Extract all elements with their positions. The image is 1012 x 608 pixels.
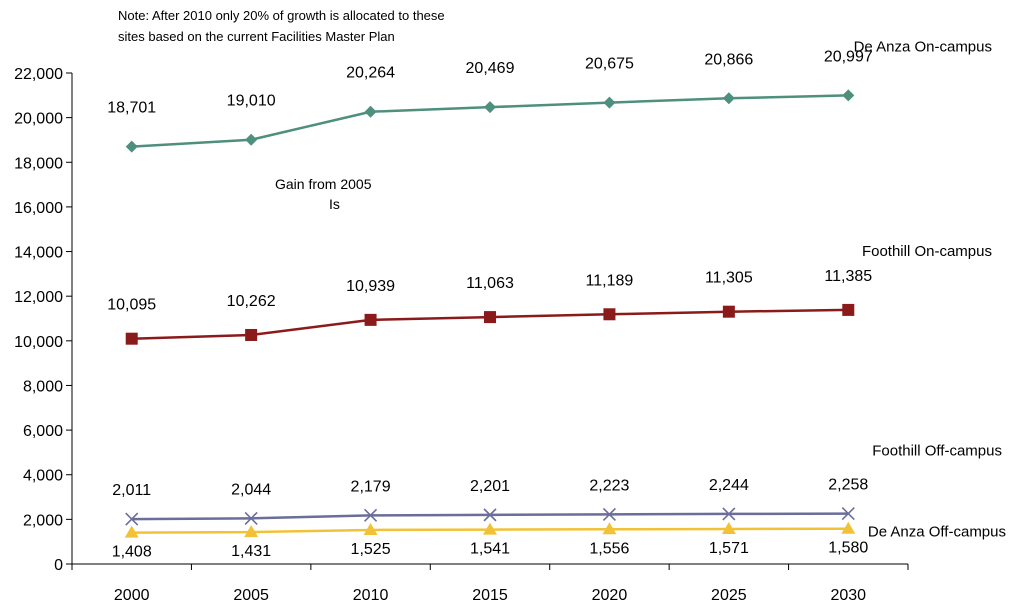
- data-point-diamond: [603, 96, 616, 109]
- y-tick-label: 8,000: [23, 378, 63, 395]
- data-point-x: [364, 508, 378, 522]
- series-names: De Anza On-campus Foothill On-campus Footh…: [854, 38, 1006, 540]
- data-point-diamond: [484, 101, 496, 114]
- y-tick-label: 4,000: [23, 468, 63, 485]
- data-point-x: [722, 507, 736, 521]
- y-tick-label: 16,000: [14, 200, 63, 217]
- data-point-x: [841, 507, 855, 521]
- data-label: 2,044: [231, 481, 271, 498]
- data-label: 2,223: [589, 477, 629, 494]
- y-tick-label: 6,000: [23, 423, 63, 440]
- chart-note-line-2: sites based on the current Facilities Ma…: [118, 29, 395, 44]
- data-point-triangle: [602, 522, 617, 535]
- x-ticks: 2000 2005 2010 2015 2020 2025 2030: [71, 564, 909, 604]
- x-tick-label: 2025: [711, 587, 747, 604]
- y-tick-label: 22,000: [14, 66, 63, 83]
- chart-note-line-1: Note: After 2010 only 20% of growth is a…: [118, 8, 445, 23]
- data-point-square: [722, 305, 735, 318]
- y-tick-label: 18,000: [14, 155, 63, 172]
- x-tick-label: 2005: [233, 587, 269, 604]
- data-point-triangle: [363, 522, 378, 535]
- data-label: 10,939: [346, 278, 395, 295]
- data-label: 20,264: [346, 65, 395, 82]
- data-point-square: [842, 303, 855, 316]
- x-tick-label: 2020: [592, 587, 628, 604]
- series-name-label: Foothill Off-campus: [872, 443, 1002, 460]
- y-tick-label: 14,000: [14, 245, 63, 262]
- data-point-square: [364, 313, 377, 326]
- data-point-x: [602, 507, 616, 521]
- data-point-triangle: [721, 521, 736, 534]
- data-label: 11,385: [824, 268, 872, 285]
- data-label: 2,179: [351, 478, 391, 495]
- data-point-square: [245, 328, 258, 341]
- data-label: 1,431: [231, 543, 271, 560]
- data-label: 1,556: [589, 540, 629, 557]
- data-point-square: [484, 311, 496, 324]
- data-label: 2,011: [112, 482, 151, 499]
- data-point-x: [244, 511, 258, 525]
- data-point-x: [483, 508, 497, 522]
- data-label: 1,580: [828, 540, 868, 557]
- data-label: 11,063: [466, 275, 514, 292]
- data-label: 20,866: [704, 51, 753, 68]
- data-label: 1,525: [351, 541, 391, 558]
- data-label: 1,408: [112, 544, 152, 561]
- data-point-square: [603, 308, 616, 321]
- data-label: 10,095: [107, 297, 156, 314]
- y-tick-label: 2,000: [23, 512, 63, 529]
- data-point-diamond: [842, 89, 855, 102]
- data-label: 1,541: [470, 541, 510, 558]
- data-point-square: [125, 332, 138, 345]
- annotation-line-2: Is: [329, 196, 340, 212]
- data-point-triangle: [244, 525, 259, 538]
- series-name-label: De Anza Off-campus: [868, 524, 1006, 541]
- data-label: 10,262: [227, 293, 276, 310]
- data-label: 20,997: [824, 48, 873, 65]
- data-label: 2,258: [828, 477, 868, 494]
- data-point-diamond: [245, 133, 258, 146]
- data-labels: 18,701 19,010 20,264 20,469 20,675 20,866 20,9…: [107, 48, 873, 560]
- data-point-diamond: [125, 140, 138, 153]
- y-tick-label: 10,000: [14, 334, 63, 351]
- data-label: 20,675: [585, 56, 634, 73]
- data-point-triangle: [841, 521, 856, 534]
- x-tick-label: 2015: [472, 587, 508, 604]
- data-label: 18,701: [107, 100, 156, 117]
- y-tick-label: 20,000: [14, 111, 63, 128]
- x-tick-label: 2010: [353, 587, 389, 604]
- x-tick-label: 2000: [114, 587, 150, 604]
- data-label: 2,244: [709, 477, 749, 494]
- annotation-line-1: Gain from 2005: [275, 176, 372, 192]
- series-name-label: De Anza On-campus: [854, 38, 992, 55]
- data-label: 11,305: [705, 270, 753, 287]
- data-point-triangle: [124, 525, 139, 538]
- data-label: 11,189: [586, 272, 634, 289]
- y-tick-label: 12,000: [14, 289, 63, 306]
- x-tick-label: 2030: [830, 587, 866, 604]
- y-ticks: 0 2,000 4,000 6,000 8,000 10,000 12,000 14,000 1…: [14, 66, 72, 574]
- data-label: 1,571: [709, 540, 749, 557]
- series-layer: [124, 89, 856, 538]
- data-label: 19,010: [227, 93, 276, 110]
- data-label: 20,469: [466, 60, 515, 77]
- data-point-diamond: [722, 92, 735, 105]
- data-point-triangle: [483, 522, 497, 535]
- series-name-label: Foothill On-campus: [862, 243, 992, 260]
- data-point-diamond: [364, 105, 377, 118]
- data-label: 2,201: [470, 478, 510, 495]
- y-tick-label: 0: [54, 557, 63, 574]
- data-point-x: [125, 512, 139, 526]
